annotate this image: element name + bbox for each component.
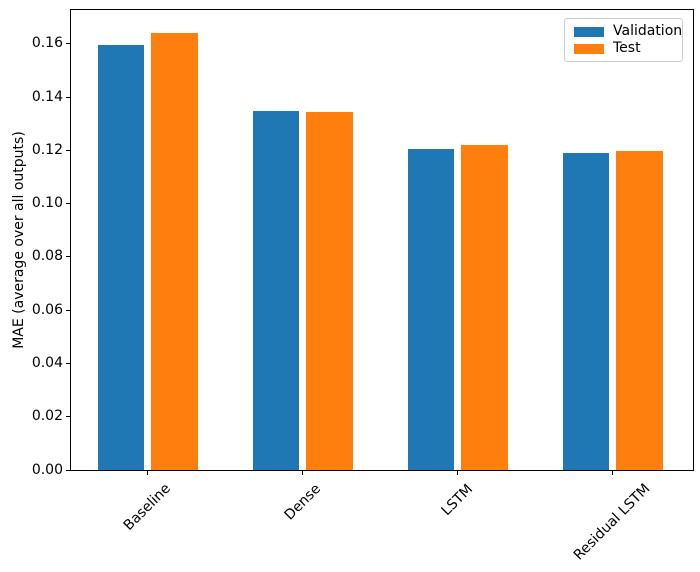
y-tick-mark [66,362,70,364]
bar-test-dense [306,112,353,470]
y-tick-label: 0.02 [31,408,63,425]
legend-swatch-validation [574,26,604,37]
bar-validation-baseline [97,45,144,470]
legend-swatch-test [574,43,604,54]
y-tick-mark [66,416,70,418]
x-tick-mark [147,471,148,475]
y-tick-label: 0.08 [31,248,63,265]
legend-label-validation: Validation [613,23,683,39]
y-tick-mark [66,43,70,45]
y-tick-mark [66,256,70,258]
bar-validation-dense [252,110,299,470]
y-tick-mark [66,149,70,151]
y-tick-mark [66,469,70,471]
bar-validation-residual-lstm [562,153,609,470]
legend: Validation Test [564,18,683,62]
bar-test-lstm [461,145,508,470]
x-tick-label: Baseline [120,480,174,535]
bar-validation-lstm [407,148,454,470]
legend-item-validation: Validation [574,24,682,39]
y-tick-mark [66,309,70,311]
y-tick-label: 0.14 [31,88,63,105]
y-tick-label: 0.06 [31,301,63,318]
y-tick-label: 0.00 [31,461,63,478]
y-tick-mark [66,96,70,98]
bar-test-residual-lstm [616,150,663,470]
x-tick-label: Dense [280,480,324,524]
y-tick-label: 0.12 [31,141,63,158]
x-tick-mark [457,471,458,475]
y-tick-mark [66,203,70,205]
plot-area [70,9,694,471]
y-tick-label: 0.10 [31,195,63,212]
x-tick-label: LSTM [438,480,477,519]
x-tick-label: Residual LSTM [570,481,654,564]
bar-test-baseline [151,33,198,470]
legend-label-test: Test [613,40,641,56]
y-tick-label: 0.04 [31,354,63,371]
x-tick-mark [612,471,613,475]
legend-item-test: Test [574,41,674,56]
x-tick-mark [302,471,303,475]
y-tick-label: 0.16 [31,35,63,52]
